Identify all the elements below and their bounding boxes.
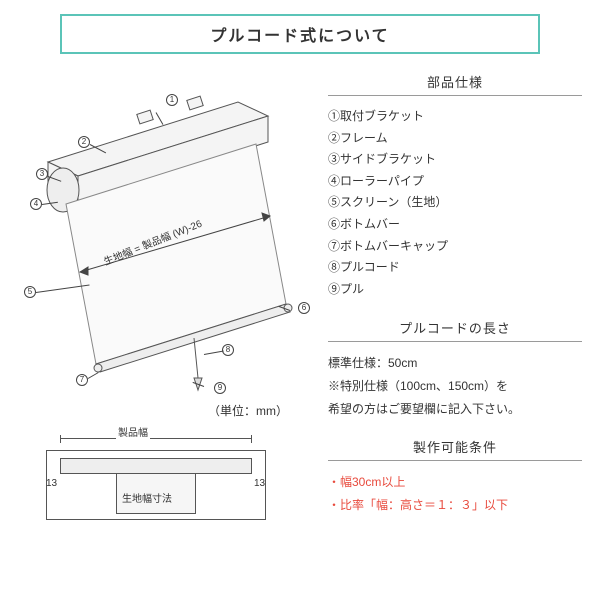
part-item: ②フレーム: [328, 128, 582, 150]
callout-9: 9: [214, 382, 226, 394]
part-item: ⑦ボトムバーキャップ: [328, 236, 582, 258]
schematic-diagram: 製品幅 13 13 生地幅寸法: [26, 432, 286, 572]
dim-gap-left: 13: [46, 478, 57, 489]
parts-list: ①取付ブラケット ②フレーム ③サイドブラケット ④ローラーパイプ ⑤スクリーン…: [328, 106, 582, 300]
dim-gap-right: 13: [254, 478, 265, 489]
content-row: 生地幅 = 製品幅 (W)-26 1 2 3 4 5 6 7 8 9 （単位：m…: [0, 72, 600, 516]
parts-heading: 部品仕様: [328, 72, 582, 96]
dim-label-product-width: 製品幅: [116, 424, 150, 439]
callout-7: 7: [76, 374, 88, 386]
dim-line-product-width: [60, 438, 252, 439]
cond-item: ・比率「幅：高さ＝１：３」以下: [328, 494, 582, 517]
left-column: 生地幅 = 製品幅 (W)-26 1 2 3 4 5 6 7 8 9 （単位：m…: [18, 72, 318, 516]
right-column: 部品仕様 ①取付ブラケット ②フレーム ③サイドブラケット ④ローラーパイプ ⑤…: [318, 72, 582, 516]
part-item: ⑤スクリーン（生地）: [328, 192, 582, 214]
title-text: プルコード式について: [210, 28, 389, 45]
part-item: ③サイドブラケット: [328, 149, 582, 171]
callout-2: 2: [78, 136, 90, 148]
title-box: プルコード式について: [60, 14, 540, 54]
schem-inner-rail: [60, 458, 252, 474]
part-item: ⑨プル: [328, 279, 582, 301]
dim-label-fabric: 生地幅寸法: [122, 490, 172, 505]
part-item: ④ローラーパイプ: [328, 171, 582, 193]
callout-5: 5: [24, 286, 36, 298]
cond-heading: 製作可能条件: [328, 437, 582, 461]
callout-8: 8: [222, 344, 234, 356]
unit-label: （単位：mm）: [208, 402, 288, 419]
part-item: ⑥ボトムバー: [328, 214, 582, 236]
cord-heading: プルコードの長さ: [328, 318, 582, 342]
cord-text: 標準仕様：50cm ※特別仕様（100cm、150cm）を 希望の方はご要望欄に…: [328, 352, 582, 420]
callout-4: 4: [30, 198, 42, 210]
part-item: ①取付ブラケット: [328, 106, 582, 128]
iso-diagram: 生地幅 = 製品幅 (W)-26 1 2 3 4 5 6 7 8 9: [18, 72, 318, 402]
callout-3: 3: [36, 168, 48, 180]
cord-line: ※特別仕様（100cm、150cm）を: [328, 375, 582, 398]
callout-6: 6: [298, 302, 310, 314]
callout-1: 1: [166, 94, 178, 106]
part-item: ⑧プルコード: [328, 257, 582, 279]
cond-item: ・幅30cm以上: [328, 471, 582, 494]
conditions-list: ・幅30cm以上 ・比率「幅：高さ＝１：３」以下: [328, 471, 582, 517]
cord-line: 希望の方はご要望欄に記入下さい。: [328, 398, 582, 421]
cord-line: 標準仕様：50cm: [328, 352, 582, 375]
